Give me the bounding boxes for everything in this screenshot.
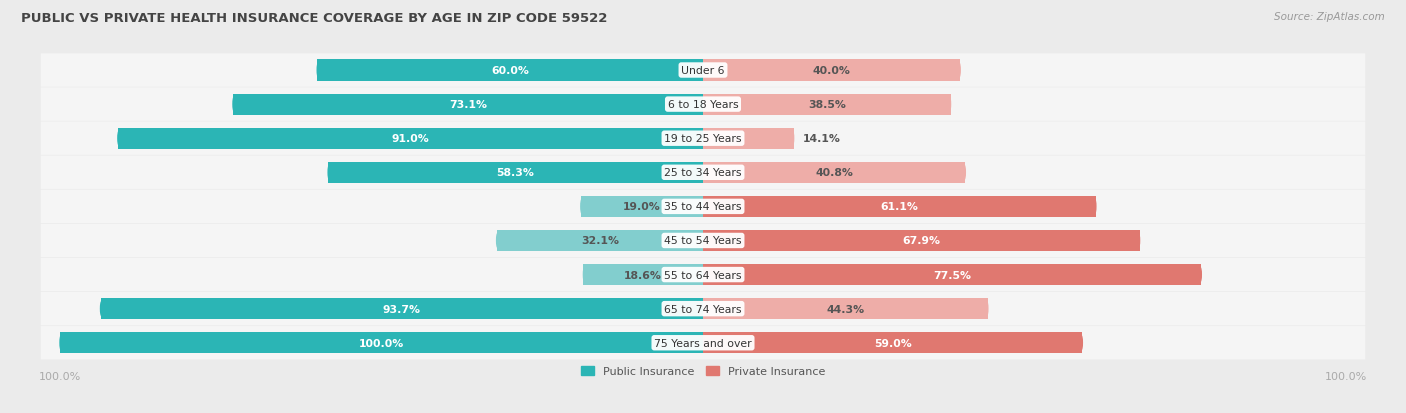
Text: 65 to 74 Years: 65 to 74 Years [664,304,742,314]
Text: 77.5%: 77.5% [934,270,972,280]
Circle shape [496,233,499,248]
Circle shape [1092,199,1095,214]
Bar [62,332,703,354]
Bar [703,60,959,81]
Text: 55 to 64 Years: 55 to 64 Years [664,270,742,280]
Text: 75 Years and over: 75 Years and over [654,338,752,348]
Bar [703,264,1199,285]
Text: 93.7%: 93.7% [382,304,420,314]
Text: 61.1%: 61.1% [880,202,918,212]
FancyBboxPatch shape [41,122,1365,156]
Bar [235,94,703,115]
Text: 67.9%: 67.9% [903,236,941,246]
Text: 19 to 25 Years: 19 to 25 Years [664,134,742,144]
FancyBboxPatch shape [41,156,1365,190]
Circle shape [328,166,330,180]
Bar [585,264,703,285]
Text: PUBLIC VS PRIVATE HEALTH INSURANCE COVERAGE BY AGE IN ZIP CODE 59522: PUBLIC VS PRIVATE HEALTH INSURANCE COVER… [21,12,607,25]
Text: 35 to 44 Years: 35 to 44 Years [664,202,742,212]
Circle shape [957,64,960,78]
Text: 18.6%: 18.6% [624,270,662,280]
Bar [329,162,703,183]
Circle shape [1137,233,1140,248]
Bar [582,196,703,217]
Text: 6 to 18 Years: 6 to 18 Years [668,100,738,110]
Circle shape [963,166,966,180]
FancyBboxPatch shape [41,88,1365,121]
Text: 58.3%: 58.3% [496,168,534,178]
Bar [319,60,703,81]
Text: 40.8%: 40.8% [815,168,853,178]
Circle shape [318,64,321,78]
FancyBboxPatch shape [41,258,1365,292]
Text: 25 to 34 Years: 25 to 34 Years [664,168,742,178]
Circle shape [1080,335,1083,350]
Bar [703,128,792,150]
FancyBboxPatch shape [41,54,1365,88]
Bar [703,332,1081,354]
Circle shape [118,131,121,146]
Text: 19.0%: 19.0% [623,202,661,212]
Circle shape [581,199,583,214]
Text: 60.0%: 60.0% [491,66,529,76]
Circle shape [60,335,63,350]
Circle shape [948,97,950,112]
Circle shape [986,301,988,316]
Bar [703,196,1094,217]
Circle shape [233,97,236,112]
Text: 73.1%: 73.1% [449,100,486,110]
Text: 45 to 54 Years: 45 to 54 Years [664,236,742,246]
Bar [703,94,949,115]
Circle shape [1198,268,1201,282]
Text: 38.5%: 38.5% [808,100,846,110]
FancyBboxPatch shape [41,224,1365,258]
Text: 14.1%: 14.1% [803,134,841,144]
Bar [703,162,965,183]
Text: 32.1%: 32.1% [581,236,619,246]
Text: 59.0%: 59.0% [873,338,911,348]
Bar [703,298,987,319]
Bar [120,128,703,150]
Legend: Public Insurance, Private Insurance: Public Insurance, Private Insurance [576,361,830,381]
Text: 44.3%: 44.3% [827,304,865,314]
FancyBboxPatch shape [41,326,1365,360]
Text: 91.0%: 91.0% [391,134,429,144]
Text: Under 6: Under 6 [682,66,724,76]
Text: Source: ZipAtlas.com: Source: ZipAtlas.com [1274,12,1385,22]
Circle shape [100,301,103,316]
FancyBboxPatch shape [41,190,1365,223]
Circle shape [790,131,793,146]
Bar [498,230,703,252]
FancyBboxPatch shape [41,292,1365,325]
Bar [703,230,1139,252]
Bar [101,298,703,319]
Text: 40.0%: 40.0% [813,66,851,76]
Circle shape [583,268,586,282]
Text: 100.0%: 100.0% [359,338,404,348]
